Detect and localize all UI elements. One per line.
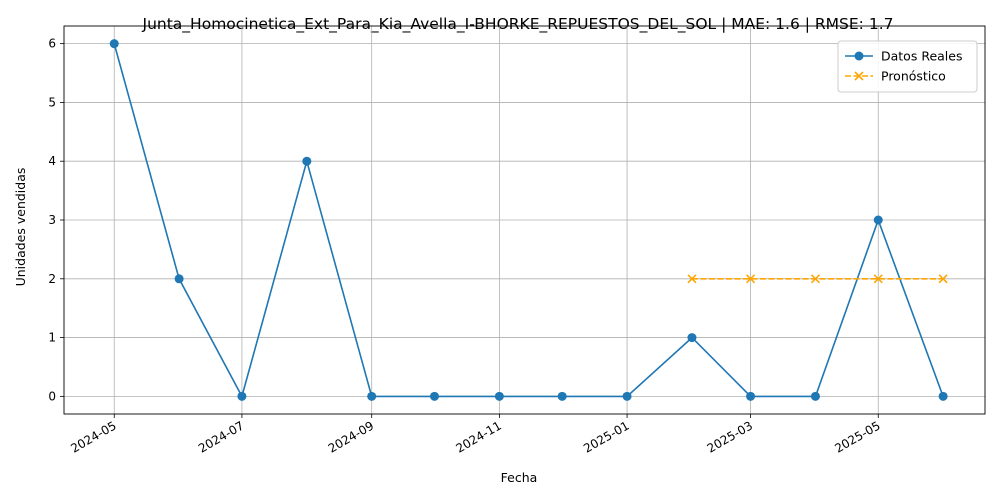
point-pronostico: [687, 274, 697, 284]
legend-box: [837, 40, 978, 93]
point-pronostico: [938, 274, 948, 284]
point-datos-reales: [810, 391, 820, 401]
x-tick-label: 2024-05: [68, 418, 118, 455]
y-tick-label: 2: [48, 272, 56, 286]
point-pronostico: [746, 274, 756, 284]
legend-label-pronostico: Pronóstico: [881, 69, 946, 84]
y-tick-label: 3: [48, 213, 56, 227]
point-datos-reales: [429, 391, 439, 401]
x-tick-label: 2025-05: [832, 418, 882, 455]
point-datos-reales: [687, 333, 697, 343]
point-datos-reales: [174, 274, 184, 284]
x-tick-label: 2024-09: [326, 418, 376, 455]
chart-title: Junta_Homocinetica_Ext_Para_Kia_Avella_I…: [142, 15, 894, 34]
point-datos-reales: [622, 391, 632, 401]
point-pronostico: [810, 274, 820, 284]
x-tick-label: 2025-03: [705, 418, 755, 455]
legend-marker-pronostico: [854, 71, 864, 81]
point-datos-reales: [938, 391, 948, 401]
y-tick-label: 1: [48, 331, 56, 345]
y-tick-label: 5: [48, 95, 56, 109]
point-datos-reales: [557, 391, 567, 401]
legend-label-datos-reales: Datos Reales: [881, 49, 962, 64]
point-datos-reales: [237, 391, 247, 401]
point-datos-reales: [367, 391, 377, 401]
point-datos-reales: [873, 215, 883, 225]
x-tick-label: 2024-07: [196, 418, 246, 455]
x-tick-label: 2025-01: [581, 418, 631, 455]
y-tick-label: 6: [48, 37, 56, 51]
x-axis-ticks: 2024-05 2024-07 2024-09 2024-11 2025-01 2025-…: [68, 414, 883, 456]
y-axis-ticks: 0 1 2 3 4 5 6: [48, 37, 64, 403]
point-datos-reales: [746, 391, 756, 401]
y-tick-label: 0: [48, 389, 56, 403]
legend: Datos Reales Pronóstico: [837, 40, 978, 93]
series-layer: [109, 39, 948, 401]
point-datos-reales: [302, 156, 312, 166]
x-tick-label: 2024-11: [453, 418, 503, 455]
point-datos-reales: [494, 391, 504, 401]
x-axis-label: Fecha: [501, 470, 538, 485]
y-tick-label: 4: [48, 154, 56, 168]
legend-marker-datos-reales: [854, 51, 864, 61]
series-line-datos-reales: [113, 43, 944, 399]
point-pronostico: [873, 274, 883, 284]
y-axis-label: Unidades vendidas: [13, 168, 28, 287]
point-datos-reales: [109, 39, 119, 49]
